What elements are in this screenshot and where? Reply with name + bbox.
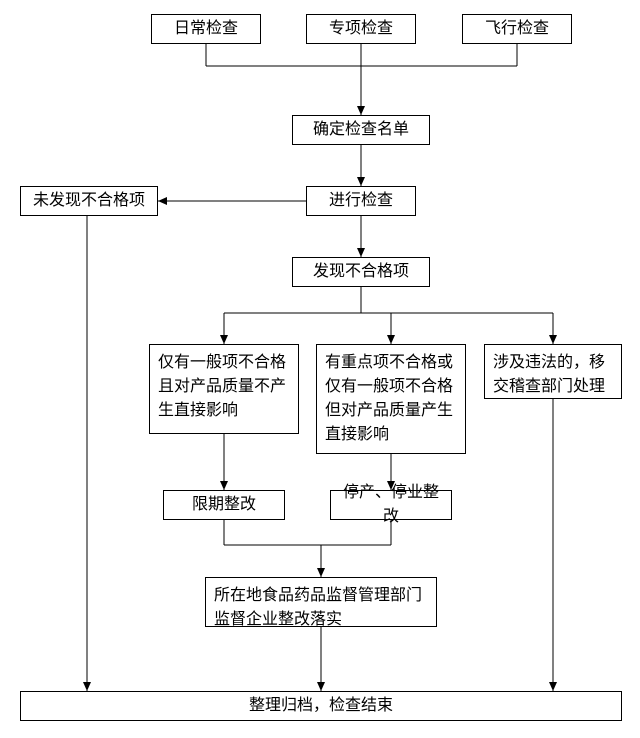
flowchart-node-n_end: 整理归档，检查结束 bbox=[20, 691, 622, 721]
node-label: 仅有一般项不合格且对产品质量不产生直接影响 bbox=[158, 351, 290, 423]
flowchart-node-n_daily: 日常检查 bbox=[151, 14, 261, 44]
node-label: 未发现不合格项 bbox=[33, 189, 145, 213]
flowchart-node-n_minor: 仅有一般项不合格且对产品质量不产生直接影响 bbox=[149, 344, 299, 434]
flowchart-node-n_illegal: 涉及违法的，移交稽查部门处理 bbox=[484, 344, 622, 399]
flowchart-node-n_stop: 停产、停业整改 bbox=[330, 490, 452, 520]
flowchart-node-n_special: 专项检查 bbox=[306, 14, 416, 44]
node-label: 整理归档，检查结束 bbox=[249, 694, 393, 718]
flowchart-stage: 日常检查 专项检查 飞行检查确定检查名单进行检查 未发现不合格项发现不合格项仅有一般项… bbox=[0, 0, 640, 738]
flowchart-node-n_inspect: 进行检查 bbox=[306, 186, 416, 216]
flowchart-node-n_supervise: 所在地食品药品监督管理部门监督企业整改落实 bbox=[205, 577, 437, 627]
node-label: 发现不合格项 bbox=[313, 260, 409, 284]
node-label: 飞行检查 bbox=[485, 17, 549, 41]
flowchart-node-n_flight: 飞行检查 bbox=[462, 14, 572, 44]
node-label: 确定检查名单 bbox=[313, 118, 409, 142]
flowchart-node-n_list: 确定检查名单 bbox=[292, 115, 430, 145]
flowchart-node-n_major: 有重点项不合格或仅有一般项不合格但对产品质量产生直接影响 bbox=[316, 344, 466, 454]
node-label: 日常检查 bbox=[174, 17, 238, 41]
node-label: 进行检查 bbox=[329, 189, 393, 213]
node-label: 专项检查 bbox=[329, 17, 393, 41]
node-label: 有重点项不合格或仅有一般项不合格但对产品质量产生直接影响 bbox=[325, 351, 457, 447]
node-label: 停产、停业整改 bbox=[339, 481, 443, 529]
flowchart-node-n_deadline: 限期整改 bbox=[163, 490, 285, 520]
node-label: 限期整改 bbox=[192, 493, 256, 517]
node-label: 所在地食品药品监督管理部门监督企业整改落实 bbox=[214, 584, 428, 632]
flowchart-node-n_find: 发现不合格项 bbox=[292, 257, 430, 287]
node-label: 涉及违法的，移交稽查部门处理 bbox=[493, 351, 613, 399]
flowchart-node-n_nofind: 未发现不合格项 bbox=[20, 186, 158, 216]
